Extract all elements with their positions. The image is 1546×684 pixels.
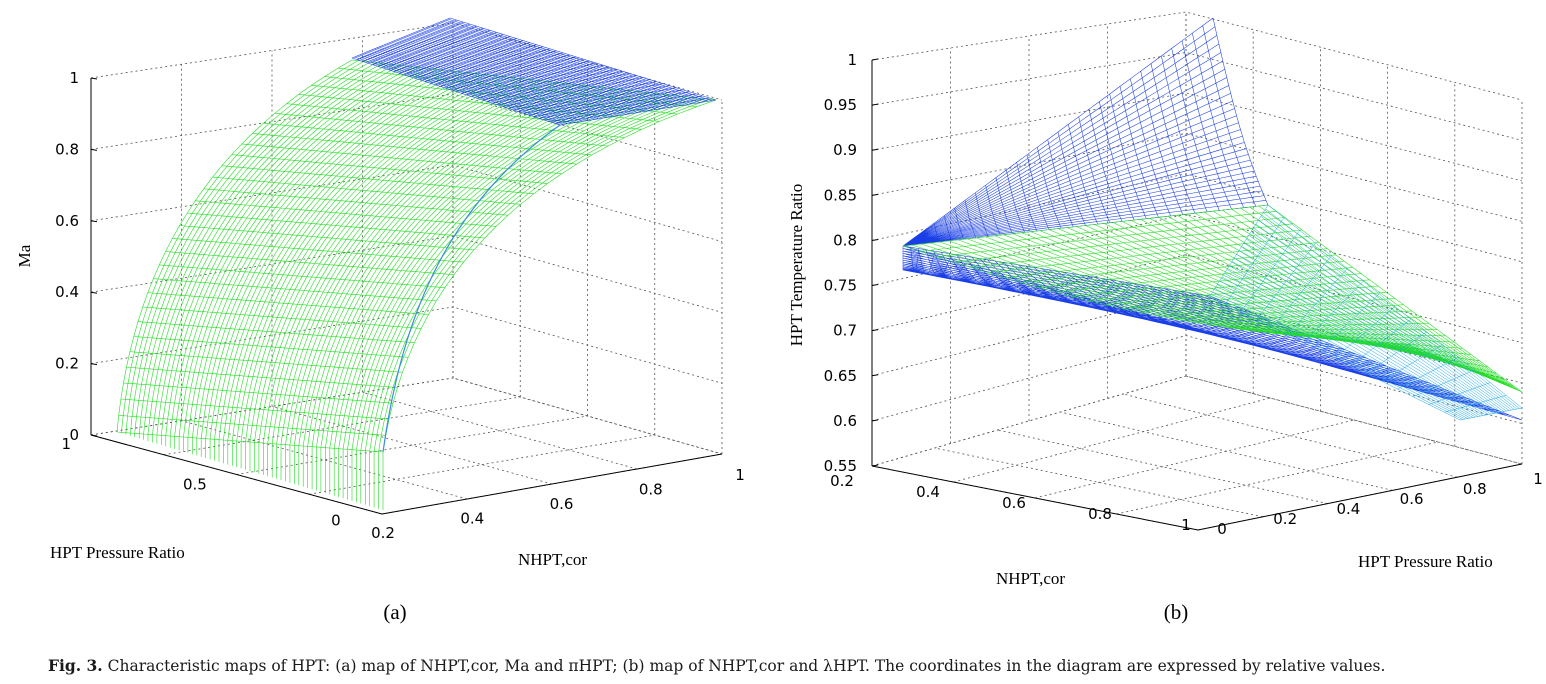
z-tick-label: 0.85	[824, 186, 857, 204]
z-tick-label: 0.9	[833, 141, 857, 159]
y-tick-label: 0.4	[460, 510, 484, 528]
z-tick-mark	[90, 148, 98, 151]
y-tick-label: 0.2	[1273, 510, 1297, 528]
grid-line	[309, 434, 655, 495]
grid-line	[871, 52, 1523, 141]
grid-line	[1034, 419, 1355, 499]
cyan-mesh-layer	[1209, 204, 1523, 421]
subplot-label-a: (a)	[383, 600, 406, 624]
blue-mesh-lower	[902, 245, 1523, 421]
x-tick-label: 0	[331, 512, 341, 530]
grid-line	[1116, 441, 1439, 515]
grid-line	[236, 415, 588, 475]
z-tick-label: 0.7	[833, 322, 857, 340]
z-tick-label: 0.2	[55, 355, 79, 373]
x-tick-label: 0.2	[830, 472, 854, 490]
z-tick-label: 0.65	[824, 367, 857, 385]
grid-line	[271, 406, 553, 485]
y-tick-label: 0.8	[639, 481, 663, 499]
z-tick-mark	[871, 238, 879, 241]
y-tick-label: 0.8	[1463, 480, 1487, 498]
y-tick-label: 0.4	[1336, 500, 1360, 518]
y-tick-label: 1	[735, 466, 745, 484]
z-tick-mark	[871, 148, 879, 151]
z-axis-label: Ma	[15, 244, 34, 267]
x-tick-label: 0.5	[183, 475, 207, 493]
x-tick-label: 0.6	[1002, 494, 1026, 512]
y-axis-line	[381, 453, 723, 515]
grid-line	[452, 377, 723, 455]
z-tick-label: 0	[69, 426, 79, 444]
grid-line	[1123, 393, 1458, 478]
y-axis-label: HPT Pressure Ratio	[1358, 552, 1493, 571]
grid-line	[934, 447, 1263, 518]
z-tick-label: 0.4	[55, 283, 79, 301]
panel-a-surface-plot: 0 0.2 0.4 0.6 0.8 1 1 0.5 0 0.2 0.4 0.6 0.8 1 Ma HPT Pr…	[15, 17, 745, 569]
grid-line	[871, 294, 1523, 384]
z-tick-mark	[90, 434, 98, 437]
z-tick-mark	[871, 329, 879, 332]
y-tick-label: 1	[1533, 470, 1543, 488]
z-tick-label: 0.6	[55, 212, 79, 230]
grid-line	[90, 22, 723, 101]
surface-edge	[382, 124, 561, 453]
grid-line	[90, 235, 723, 313]
grid-line	[90, 93, 723, 172]
blue-mesh-series	[351, 17, 717, 126]
z-tick-mark	[90, 220, 98, 223]
y-axis-label: NHPT,cor	[518, 550, 587, 569]
subplot-label-b: (b)	[1164, 600, 1189, 624]
y-axis-line	[1197, 463, 1523, 531]
z-tick-mark	[871, 419, 879, 422]
z-tick-label: 0.55	[824, 457, 857, 475]
grid-line	[997, 429, 1328, 504]
z-tick-mark	[871, 284, 879, 287]
y-tick-label: 0	[1217, 520, 1227, 538]
z-tick-label: 0.8	[55, 140, 79, 158]
blue-mesh-upper	[902, 17, 1269, 247]
x-axis-label: NHPT,cor	[996, 569, 1065, 588]
grid-line	[181, 420, 468, 500]
x-axis-line	[90, 434, 383, 515]
z-tick-mark	[871, 374, 879, 377]
z-tick-label: 0.6	[833, 412, 857, 430]
grid-line	[871, 92, 1523, 182]
grid-line	[953, 397, 1271, 483]
x-tick-label: 1	[61, 435, 71, 453]
z-tick-label: 1	[69, 69, 79, 87]
y-tick-label: 0.6	[1400, 490, 1424, 508]
z-tick-label: 1	[847, 51, 857, 69]
z-tick-label: 0.95	[824, 96, 857, 114]
grid-line	[90, 377, 723, 455]
x-tick-label: 0.4	[916, 483, 940, 501]
z-tick-mark	[871, 193, 879, 196]
x-tick-label: 1	[1181, 516, 1191, 534]
x-axis-label: HPT Pressure Ratio	[50, 543, 185, 562]
figure-caption: Fig. 3. Characteristic maps of HPT: (a) …	[48, 656, 1528, 675]
z-tick-mark	[871, 464, 879, 467]
x-axis-line	[871, 465, 1199, 531]
x-tick-label: 0.8	[1088, 505, 1112, 523]
grid-line	[1060, 411, 1393, 491]
y-tick-label: 0.2	[371, 524, 395, 542]
panel-a-surface-mesh	[116, 17, 717, 510]
z-tick-label: 0.75	[824, 277, 857, 295]
panel-b-surface-plot: 0.55 0.6 0.65 0.7 0.75 0.8 0.85 0.9 0.95 1 0.2 0.4 0…	[787, 11, 1543, 588]
y-tick-label: 0.6	[550, 495, 574, 513]
z-tick-label: 0.8	[833, 231, 857, 249]
z-axis-label: HPT Temperature Ratio	[787, 184, 806, 346]
z-tick-mark	[871, 58, 879, 61]
z-tick-mark	[871, 103, 879, 106]
caption-text: Characteristic maps of HPT: (a) map of N…	[107, 657, 1386, 675]
z-tick-mark	[90, 77, 98, 80]
z-tick-mark	[90, 291, 98, 294]
caption-label: Fig. 3.	[48, 656, 103, 675]
panel-b-surface-mesh	[902, 17, 1523, 421]
figure-canvas: 0 0.2 0.4 0.6 0.8 1 1 0.5 0 0.2 0.4 0.6 0.8 1 Ma HPT Pr…	[15, 11, 1543, 624]
green-mesh-series	[902, 204, 1523, 393]
grid-line	[871, 11, 1523, 101]
grid-line	[871, 132, 1523, 222]
z-tick-mark	[90, 363, 98, 366]
grid-line	[871, 173, 1523, 263]
